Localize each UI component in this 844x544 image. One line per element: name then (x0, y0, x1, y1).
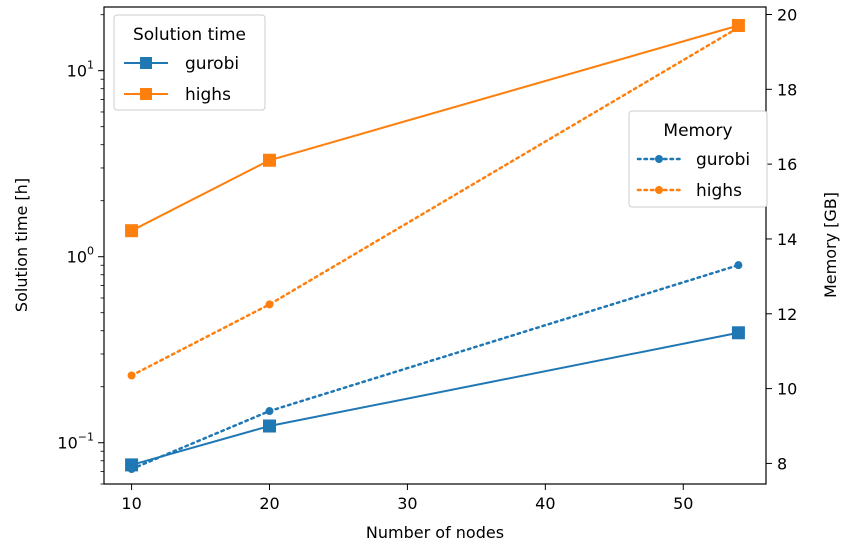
x-tick-label: 10 (121, 494, 141, 513)
y-right-tick-label: 12 (777, 305, 797, 324)
y-axis-left-label: Solution time [h] (12, 178, 31, 312)
y-right-tick-label: 8 (777, 454, 787, 473)
legend-memory-title: Memory (663, 121, 732, 141)
x-tick-label: 50 (673, 494, 693, 513)
memory-highs-point (127, 371, 136, 380)
solution-time-gurobi-point (731, 326, 745, 340)
y-right-tick-label: 14 (777, 230, 797, 249)
y-right-tick-label: 16 (777, 155, 797, 174)
y-axis-left: 10−1 100 101 (57, 14, 104, 485)
x-axis: 10 20 30 40 50 (121, 484, 693, 513)
x-tick-label: 30 (397, 494, 417, 513)
x-tick-label: 40 (535, 494, 555, 513)
legend-memory-highs-label: highs (696, 181, 742, 201)
y-right-tick-label: 10 (777, 380, 797, 399)
y-axis-right: 8 10 12 14 16 18 20 (766, 5, 797, 473)
y-left-tick-label: 100 (67, 245, 94, 267)
memory-gurobi-point (265, 407, 274, 416)
legend-solution-time-gurobi-marker (140, 57, 152, 69)
legend-memory-highs-marker (655, 186, 663, 194)
memory-highs-point (734, 23, 743, 32)
y-right-tick-label: 20 (777, 5, 797, 24)
y-right-tick-label: 18 (777, 80, 797, 99)
legend-solution-time-title: Solution time (133, 25, 246, 45)
solution-time-gurobi-point (263, 419, 276, 433)
memory-gurobi-point (127, 465, 136, 474)
plot-frame (103, 6, 767, 485)
solution-time-highs-point (263, 153, 276, 167)
legend-solution-time: Solution time gurobi highs (113, 14, 266, 111)
solution-time-gurobi-line (131, 331, 739, 466)
legend-memory: Memory gurobi highs (628, 110, 768, 208)
memory-gurobi-point (734, 261, 743, 270)
x-tick-label: 20 (259, 494, 279, 513)
x-axis-label: Number of nodes (366, 523, 504, 542)
legend-solution-time-highs-label: highs (185, 85, 231, 105)
y-left-tick-label: 101 (67, 59, 94, 81)
solution-time-highs-point (125, 224, 139, 238)
y-left-tick-label: 10−1 (57, 431, 94, 453)
legend-memory-gurobi-marker (655, 155, 663, 163)
legend-solution-time-gurobi-label: gurobi (185, 54, 239, 74)
legend-solution-time-highs-marker (140, 88, 152, 100)
series-layer (125, 18, 745, 474)
y-axis-right-label: Memory [GB] (821, 192, 840, 298)
memory-highs-point (265, 300, 274, 309)
legend-memory-gurobi-label: gurobi (696, 150, 750, 170)
